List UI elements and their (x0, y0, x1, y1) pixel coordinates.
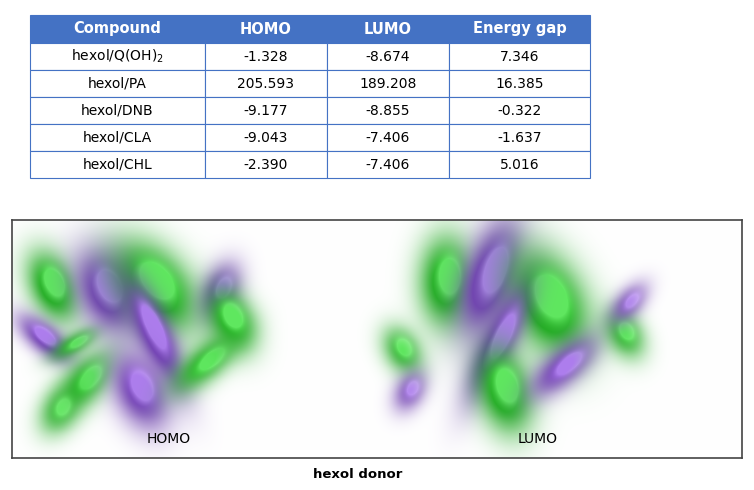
Text: Energy gap: Energy gap (473, 22, 566, 36)
Bar (327, 97, 449, 124)
Bar (449, 43, 590, 70)
Text: 7.346: 7.346 (500, 49, 539, 64)
Bar (449, 151, 590, 178)
Text: hexol/CLA: hexol/CLA (83, 130, 152, 145)
Text: -2.390: -2.390 (244, 157, 288, 171)
Bar (30, 15, 205, 43)
Bar (327, 43, 449, 70)
Text: hexol/CHL: hexol/CHL (83, 157, 152, 171)
Bar (327, 124, 449, 151)
Bar (30, 70, 205, 97)
Bar (205, 43, 327, 70)
Bar (205, 70, 327, 97)
Text: 5.016: 5.016 (500, 157, 539, 171)
Bar (327, 70, 449, 97)
Text: -7.406: -7.406 (366, 157, 410, 171)
Bar (205, 97, 327, 124)
Text: -7.406: -7.406 (366, 130, 410, 145)
Text: hexol/Q(OH)$_2$: hexol/Q(OH)$_2$ (71, 48, 164, 65)
Bar (449, 15, 590, 43)
Text: LUMO: LUMO (364, 22, 412, 36)
Text: HOMO: HOMO (240, 22, 292, 36)
Text: -9.177: -9.177 (244, 103, 288, 118)
Bar (449, 124, 590, 151)
Text: -0.322: -0.322 (498, 103, 541, 118)
Text: -8.855: -8.855 (366, 103, 410, 118)
Bar (30, 43, 205, 70)
Text: 16.385: 16.385 (495, 76, 544, 91)
Text: LUMO: LUMO (517, 432, 558, 446)
Text: 205.593: 205.593 (238, 76, 295, 91)
Text: -9.043: -9.043 (244, 130, 288, 145)
Bar (205, 151, 327, 178)
Text: -1.328: -1.328 (244, 49, 288, 64)
Bar (449, 70, 590, 97)
Text: 189.208: 189.208 (360, 76, 417, 91)
Text: -1.637: -1.637 (497, 130, 542, 145)
Bar (205, 15, 327, 43)
Text: hexol/DNB: hexol/DNB (81, 103, 154, 118)
Text: Compound: Compound (74, 22, 161, 36)
Text: HOMO: HOMO (147, 432, 191, 446)
Bar (327, 15, 449, 43)
Bar (449, 97, 590, 124)
Text: -8.674: -8.674 (366, 49, 410, 64)
Bar (30, 124, 205, 151)
Bar (30, 151, 205, 178)
Bar (327, 151, 449, 178)
Text: hexol donor: hexol donor (314, 468, 403, 482)
Bar (205, 124, 327, 151)
Text: hexol/PA: hexol/PA (88, 76, 147, 91)
Bar (30, 97, 205, 124)
